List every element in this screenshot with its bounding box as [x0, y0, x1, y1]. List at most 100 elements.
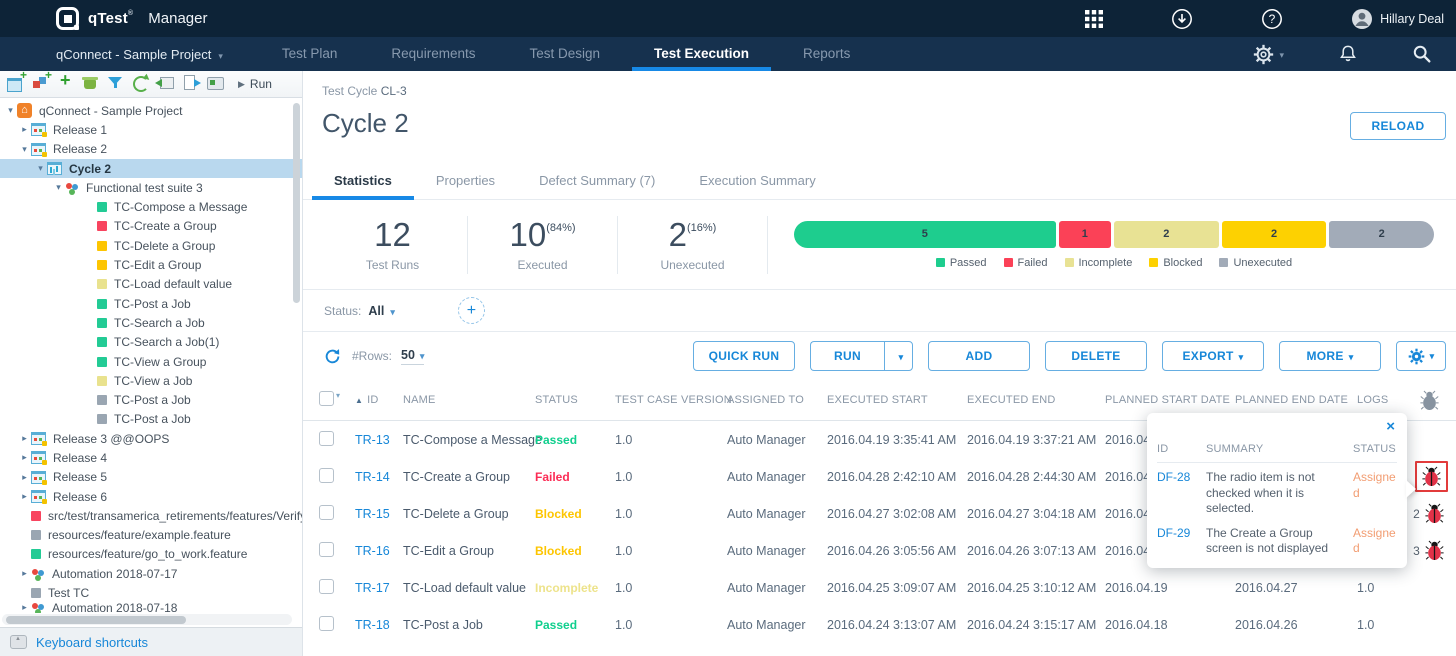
test-run-row[interactable]: TR-13 TC-Compose a Message Passed 1.0 Au… — [303, 421, 1456, 458]
select-all-checkbox[interactable] — [319, 391, 334, 406]
test-run-row[interactable]: TR-16 TC-Edit a Group Blocked 1.0 Auto M… — [303, 532, 1456, 569]
settings-gear-icon[interactable] — [1253, 44, 1284, 65]
defect-id-link[interactable]: DF-28 — [1157, 470, 1191, 484]
col-planned-end-date[interactable]: PLANNED END DATE — [1235, 394, 1349, 406]
tree-item[interactable]: ▸ Automation 2018-07-18 — [0, 602, 302, 613]
defect-id-link[interactable]: DF-29 — [1157, 525, 1191, 540]
col-logs[interactable]: LOGS — [1357, 394, 1389, 406]
tree-item[interactable]: TC-Search a Job(1) — [0, 333, 302, 352]
keyboard-shortcuts-link[interactable]: Keyboard shortcuts — [36, 634, 149, 650]
test-run-id-link[interactable]: TR-14 — [355, 469, 390, 484]
run-button[interactable]: RUN — [810, 341, 884, 371]
delete-button[interactable]: DELETE — [1045, 341, 1147, 371]
new-test-cycle-icon[interactable] — [30, 68, 52, 92]
project-selector[interactable]: qConnect - Sample Project — [56, 47, 223, 62]
tree-item[interactable]: TC-Delete a Group — [0, 236, 302, 255]
tree-item[interactable]: ▸ Release 3 @@OOPS — [0, 429, 302, 448]
tree-item[interactable]: TC-Post a Job — [0, 390, 302, 409]
card-view-icon[interactable] — [205, 72, 226, 92]
scrollbar-thumb[interactable] — [6, 615, 186, 624]
test-run-row[interactable]: TR-14 TC-Create a Group Failed 1.0 Auto … — [303, 458, 1456, 495]
tree-item[interactable]: resources/feature/go_to_work.feature — [0, 545, 302, 564]
nav-tab[interactable]: Test Plan — [281, 46, 338, 61]
bell-icon[interactable] — [1338, 44, 1358, 64]
quick-run-button[interactable]: QUICK RUN — [693, 341, 795, 371]
defects-bug-icon[interactable] — [1424, 539, 1445, 562]
export-button[interactable]: EXPORT — [1162, 341, 1264, 371]
defects-bug-icon[interactable] — [1424, 502, 1445, 525]
run-button-sidebar[interactable]: Run — [238, 77, 272, 91]
apps-grid-icon[interactable] — [1085, 9, 1104, 28]
add-filter-button[interactable] — [457, 297, 485, 324]
tree-expander-icon[interactable]: ▾ — [38, 163, 43, 174]
row-checkbox[interactable] — [319, 467, 334, 483]
tree-expander-icon[interactable]: ▾ — [22, 143, 27, 154]
nav-tab[interactable]: Requirements — [391, 46, 476, 61]
rows-per-page-dropdown[interactable]: 50 — [401, 348, 425, 365]
tree-item[interactable]: TC-Compose a Message — [0, 197, 302, 216]
tree-expander-icon[interactable]: ▸ — [22, 471, 27, 482]
tree-expander-icon[interactable]: ▾ — [8, 105, 13, 116]
refresh-icon[interactable] — [130, 72, 151, 92]
download-icon[interactable] — [1171, 8, 1193, 30]
help-icon[interactable]: ? — [1261, 8, 1283, 30]
tree-item[interactable]: Test TC — [0, 583, 302, 602]
row-checkbox[interactable] — [319, 541, 334, 557]
col-assigned-to[interactable]: ASSIGNED TO — [727, 394, 804, 406]
tree-item[interactable]: TC-Create a Group — [0, 217, 302, 236]
user-menu[interactable]: Hillary Deal — [1351, 8, 1444, 30]
tab[interactable]: Statistics — [312, 162, 414, 200]
sidebar-horizontal-scrollbar[interactable] — [2, 614, 292, 625]
import-icon[interactable] — [155, 72, 176, 92]
test-run-id-link[interactable]: TR-16 — [355, 543, 390, 558]
refresh-icon[interactable] — [324, 348, 341, 365]
defects-bug-icon[interactable] — [1414, 461, 1448, 492]
tree-item[interactable]: ▸ Release 5 — [0, 468, 302, 487]
test-run-row[interactable]: TR-15 TC-Delete a Group Blocked 1.0 Auto… — [303, 495, 1456, 532]
sidebar-vertical-scrollbar[interactable] — [293, 103, 300, 303]
tree-item[interactable]: ▾ Release 2 — [0, 140, 302, 159]
tree-item[interactable]: ▾ qConnect - Sample Project — [0, 101, 302, 120]
search-icon[interactable] — [1412, 44, 1432, 64]
tree-expander-icon[interactable]: ▸ — [22, 452, 27, 463]
chevron-down-icon[interactable]: ▾ — [336, 391, 341, 400]
tree-item[interactable]: TC-Post a Job — [0, 294, 302, 313]
tree-item[interactable]: TC-Load default value — [0, 275, 302, 294]
tree-expander-icon[interactable]: ▸ — [22, 124, 27, 135]
nav-tab[interactable]: Reports — [803, 46, 851, 61]
row-checkbox[interactable] — [319, 615, 334, 631]
col-executed-start[interactable]: EXECUTED START — [827, 394, 928, 406]
export-icon[interactable] — [180, 72, 201, 92]
nav-tab[interactable]: Test Execution — [627, 37, 776, 71]
col-name[interactable]: NAME — [403, 394, 436, 406]
tree-expander-icon[interactable]: ▾ — [56, 182, 61, 193]
row-checkbox[interactable] — [319, 504, 334, 520]
tree-item[interactable]: TC-Search a Job — [0, 313, 302, 332]
add-button[interactable]: ADD — [928, 341, 1030, 371]
col-test-case-version[interactable]: TEST CASE VERSION — [615, 394, 732, 406]
tree-item[interactable]: TC-Edit a Group — [0, 255, 302, 274]
tree-item[interactable]: TC-Post a Job — [0, 410, 302, 429]
tree-expander-icon[interactable]: ▸ — [22, 568, 27, 579]
col-planned-start-date[interactable]: PLANNED START DATE — [1105, 394, 1231, 406]
tree-item[interactable]: ▸ Release 4 — [0, 448, 302, 467]
tree-item[interactable]: ▸ Automation 2018-07-17 — [0, 564, 302, 583]
test-run-row[interactable]: TR-18 TC-Post a Job Passed 1.0 Auto Mana… — [303, 606, 1456, 643]
tab[interactable]: Execution Summary — [699, 173, 816, 188]
tree-expander-icon[interactable]: ▸ — [22, 433, 27, 444]
tree-item[interactable]: ▾ Cycle 2 — [0, 158, 302, 179]
test-run-id-link[interactable]: TR-13 — [355, 432, 390, 447]
tree-item[interactable]: ▸ Release 6 — [0, 487, 302, 506]
tab[interactable]: Properties — [435, 173, 496, 188]
test-run-id-link[interactable]: TR-15 — [355, 506, 390, 521]
popup-close-button[interactable] — [1157, 417, 1397, 437]
tree-expander-icon[interactable]: ▸ — [22, 602, 27, 613]
recycle-bin-icon[interactable] — [80, 72, 101, 92]
status-filter-dropdown[interactable]: All — [368, 304, 395, 318]
test-run-id-link[interactable]: TR-18 — [355, 617, 390, 632]
run-dropdown-button[interactable] — [884, 341, 913, 371]
test-run-row[interactable]: TR-17 TC-Load default value Incomplete 1… — [303, 569, 1456, 606]
row-checkbox[interactable] — [319, 578, 334, 594]
new-test-suite-icon[interactable] — [55, 70, 76, 92]
col-id[interactable]: ▲ ID — [355, 394, 379, 406]
